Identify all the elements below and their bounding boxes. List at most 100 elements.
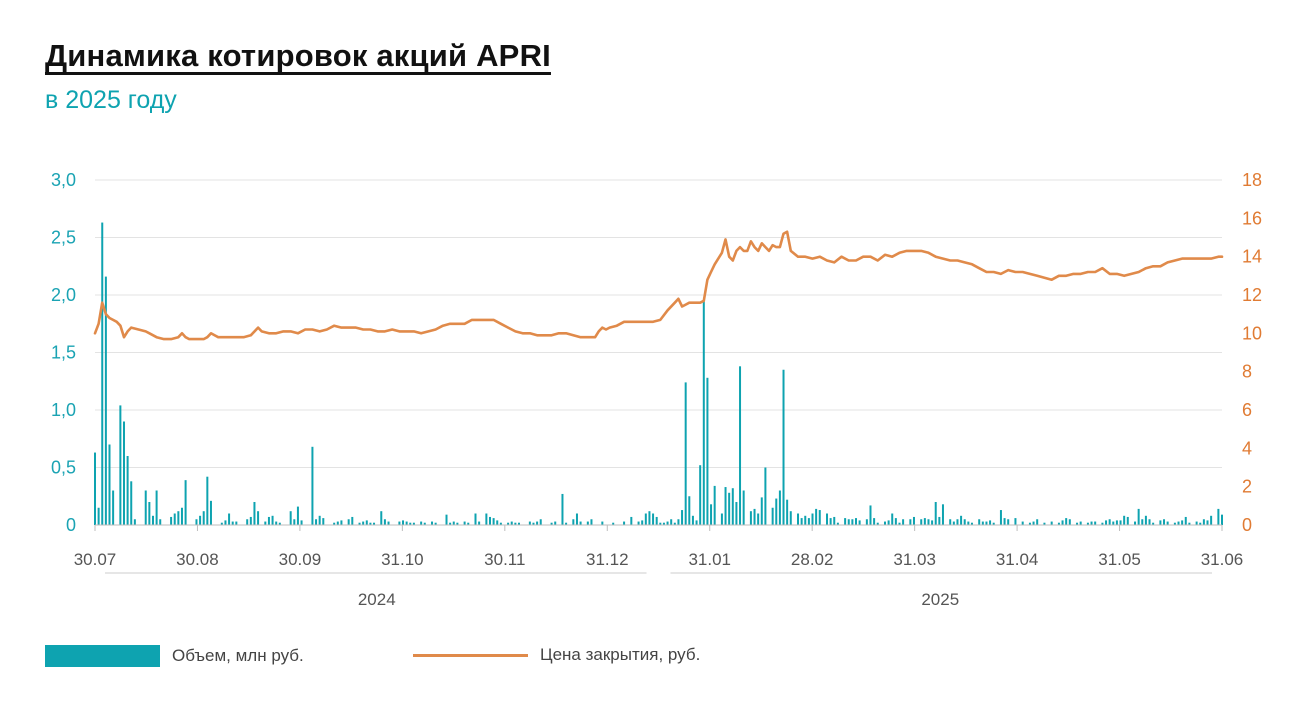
- volume-bar: [112, 490, 115, 525]
- volume-bar: [1007, 519, 1010, 525]
- legend-price: Цена закрытия, руб.: [413, 645, 700, 665]
- volume-bar: [199, 515, 202, 525]
- right-axis-tick-label: 16: [1242, 208, 1262, 228]
- volume-bar: [1043, 522, 1046, 525]
- volume-bar: [985, 521, 988, 525]
- legend-volume: Объем, млн руб.: [45, 645, 304, 667]
- volume-bar: [351, 516, 354, 525]
- volume-bar: [402, 520, 405, 525]
- volume-bar: [362, 521, 365, 525]
- right-axis-tick-label: 0: [1242, 515, 1252, 535]
- volume-bar: [561, 493, 564, 525]
- volume-bar: [246, 519, 249, 525]
- volume-bar: [637, 521, 640, 525]
- volume-bar: [688, 496, 691, 525]
- volume-bar: [387, 521, 390, 525]
- volume-bar: [94, 452, 96, 525]
- volume-bar: [1202, 519, 1205, 525]
- volume-bar: [528, 521, 531, 525]
- volume-bar: [300, 520, 303, 525]
- volume-bar: [681, 510, 684, 525]
- right-axis-tick-label: 6: [1242, 400, 1252, 420]
- volume-bar: [673, 522, 676, 525]
- volume-bar: [423, 522, 426, 525]
- volume-bar: [753, 508, 756, 525]
- volume-bar: [1101, 522, 1104, 525]
- volume-bar: [702, 300, 705, 525]
- volume-bar: [659, 522, 662, 525]
- volume-bar: [931, 520, 934, 525]
- volume-bar: [170, 516, 173, 525]
- volume-bar: [155, 490, 158, 525]
- volume-bar: [224, 520, 227, 525]
- volume-bar: [858, 520, 861, 525]
- volume-bar: [854, 518, 857, 525]
- legend-volume-label: Объем, млн руб.: [172, 646, 304, 665]
- x-axis-tick-label: 30.07: [74, 550, 117, 569]
- volume-bar: [293, 519, 296, 525]
- volume-bar: [739, 366, 742, 525]
- volume-bar: [322, 518, 325, 525]
- x-axis-tick-label: 30.11: [484, 550, 525, 569]
- x-axis-tick-label: 30.08: [176, 550, 219, 569]
- volume-bar: [1199, 522, 1202, 525]
- volume-bar: [644, 513, 647, 525]
- volume-bar: [1134, 521, 1137, 525]
- volume-bar: [311, 446, 314, 525]
- volume-bar: [815, 508, 818, 525]
- volume-bar: [829, 518, 832, 525]
- volume-bar: [970, 522, 973, 525]
- volume-bar: [1090, 521, 1093, 525]
- volume-bar: [941, 504, 944, 525]
- legend-price-swatch: [413, 653, 528, 657]
- x-axis-tick-label: 31.10: [381, 550, 424, 569]
- volume-bar: [1152, 522, 1155, 525]
- volume-bars: [94, 222, 1223, 526]
- volume-bar: [666, 521, 669, 525]
- volume-bar: [735, 502, 738, 525]
- volume-bar: [989, 520, 992, 525]
- volume-bar: [655, 516, 658, 525]
- volume-bar: [960, 515, 963, 525]
- right-axis-tick-label: 14: [1242, 247, 1262, 267]
- volume-bar: [909, 519, 912, 525]
- volume-bar: [517, 522, 520, 525]
- volume-bar: [565, 522, 568, 525]
- volume-bar: [499, 522, 502, 525]
- volume-bar: [898, 522, 901, 525]
- volume-bar: [662, 522, 665, 525]
- volume-bar: [912, 516, 915, 525]
- volume-bar: [869, 505, 872, 525]
- volume-bar: [398, 521, 401, 525]
- volume-bar: [927, 519, 930, 525]
- volume-bar: [1210, 515, 1213, 525]
- volume-bar: [1068, 519, 1071, 525]
- volume-bar: [601, 521, 604, 525]
- volume-bar: [456, 522, 459, 525]
- volume-bar: [467, 522, 470, 525]
- year-label-2024: 2024: [358, 590, 396, 609]
- volume-bar: [536, 521, 539, 525]
- x-axis-tick-label: 31.04: [996, 550, 1039, 569]
- volume-bar: [550, 522, 553, 525]
- volume-bar: [373, 522, 376, 525]
- volume-bar: [108, 444, 111, 525]
- volume-bar: [228, 513, 231, 525]
- volume-bar: [641, 520, 644, 525]
- volume-bar: [807, 518, 810, 525]
- volume-bar: [891, 513, 894, 525]
- volume-bar: [296, 506, 299, 525]
- volume-bar: [173, 513, 176, 525]
- volume-bar: [1112, 521, 1115, 525]
- volume-bar: [804, 515, 807, 525]
- volume-bar: [1021, 521, 1024, 525]
- volume-bar: [405, 521, 408, 525]
- volume-bar: [923, 518, 926, 525]
- volume-bar: [488, 516, 491, 525]
- volume-bar: [938, 516, 941, 525]
- volume-bar: [420, 521, 423, 525]
- volume-bar: [231, 521, 234, 525]
- volume-bar: [159, 519, 162, 525]
- volume-bar: [347, 519, 350, 525]
- volume-bar: [496, 520, 499, 525]
